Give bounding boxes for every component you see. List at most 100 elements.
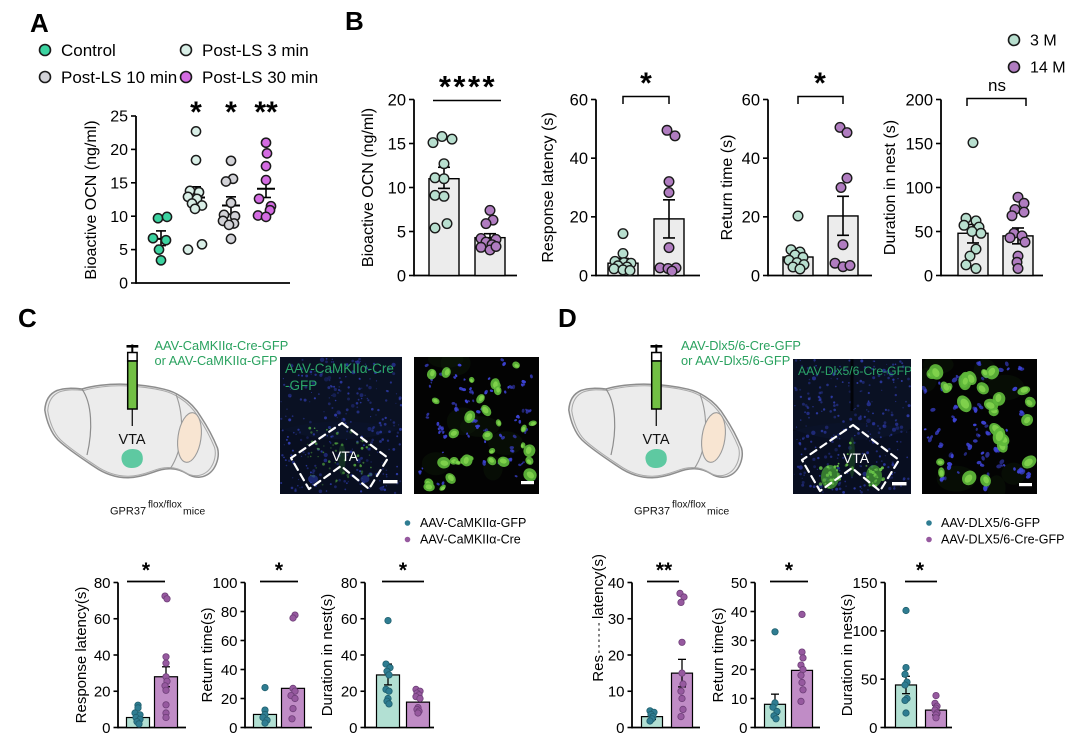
svg-text:Duration in nest(s): Duration in nest(s): [839, 594, 856, 717]
svg-text:*: *: [190, 96, 202, 129]
svg-text:VTA: VTA: [843, 450, 870, 466]
svg-text:AAV-Dlx5/6-Cre-GFP: AAV-Dlx5/6-Cre-GFP: [798, 364, 912, 378]
svg-text:AAV-CaMKIIα-Cre-GFP: AAV-CaMKIIα-Cre-GFP: [155, 338, 289, 353]
svg-text:20: 20: [742, 209, 760, 227]
svg-text:60: 60: [221, 633, 238, 650]
svg-text:20: 20: [388, 91, 406, 109]
svg-text:VTA: VTA: [642, 432, 669, 448]
svg-text:mice: mice: [183, 506, 205, 518]
svg-text:B: B: [345, 6, 364, 36]
svg-text:Control: Control: [61, 41, 116, 60]
svg-text:Duration in nest (s): Duration in nest (s): [882, 120, 899, 255]
svg-text:20: 20: [110, 142, 128, 159]
svg-text:10: 10: [608, 684, 625, 701]
svg-text:0: 0: [739, 720, 747, 737]
svg-text:10: 10: [110, 209, 128, 226]
svg-text:0: 0: [616, 720, 624, 737]
svg-text:30: 30: [608, 611, 625, 628]
svg-text:****: ****: [439, 69, 497, 104]
svg-text:flox/flox: flox/flox: [672, 500, 706, 511]
svg-text:AAV-CaMKIIα-GFP: AAV-CaMKIIα-GFP: [420, 516, 526, 530]
svg-text:0: 0: [869, 720, 877, 737]
svg-text:150: 150: [905, 135, 933, 153]
svg-text:mice: mice: [707, 506, 729, 518]
svg-text:GPR37: GPR37: [110, 506, 146, 518]
svg-text:60: 60: [94, 611, 111, 628]
svg-text:*: *: [785, 559, 794, 582]
svg-text:0: 0: [924, 267, 933, 285]
svg-text:Post-LS 10 min: Post-LS 10 min: [61, 68, 177, 87]
svg-text:20: 20: [731, 662, 748, 679]
svg-text:AAV-DLX5/6-Cre-GFP: AAV-DLX5/6-Cre-GFP: [941, 533, 1064, 547]
svg-text:VTA: VTA: [118, 432, 145, 448]
svg-text:80: 80: [341, 575, 358, 592]
svg-text:40: 40: [341, 647, 358, 664]
svg-text:**: **: [254, 96, 278, 129]
svg-text:40: 40: [731, 604, 748, 621]
svg-text:Duration in nest(s): Duration in nest(s): [319, 594, 336, 717]
svg-text:80: 80: [221, 604, 238, 621]
svg-text:200: 200: [905, 91, 933, 109]
svg-text:*: *: [225, 96, 237, 129]
svg-text:30: 30: [731, 633, 748, 650]
svg-text:20: 20: [341, 684, 358, 701]
svg-text:20: 20: [608, 647, 625, 664]
svg-text:5: 5: [119, 242, 128, 259]
svg-text:Post-LS 3 min: Post-LS 3 min: [202, 41, 309, 60]
svg-text:40: 40: [94, 647, 111, 664]
svg-text:AAV-DLX5/6-GFP: AAV-DLX5/6-GFP: [941, 516, 1040, 530]
svg-text:*: *: [640, 67, 652, 100]
svg-text:0: 0: [751, 267, 760, 285]
svg-text:Res: Res: [590, 655, 607, 682]
svg-text:latency(s): latency(s): [590, 554, 607, 619]
svg-text:0: 0: [397, 267, 406, 285]
svg-text:0: 0: [119, 276, 128, 293]
svg-text:0: 0: [579, 267, 588, 285]
svg-text:40: 40: [570, 150, 588, 168]
svg-text:AAV-Dlx5/6-Cre-GFP: AAV-Dlx5/6-Cre-GFP: [681, 338, 801, 353]
svg-text:ns: ns: [988, 76, 1006, 95]
svg-text:60: 60: [742, 91, 760, 109]
svg-text:*: *: [399, 559, 408, 582]
svg-text:A: A: [30, 8, 49, 38]
svg-text:40: 40: [742, 150, 760, 168]
svg-text:40: 40: [608, 575, 625, 592]
svg-text:-GFP: -GFP: [285, 378, 317, 393]
svg-text:*: *: [814, 67, 826, 100]
svg-text:AAV-CaMKIIα-Cre: AAV-CaMKIIα-Cre: [420, 533, 521, 547]
svg-text:15: 15: [388, 135, 406, 153]
svg-text:100: 100: [212, 575, 237, 592]
svg-text:50: 50: [861, 671, 878, 688]
svg-text:0: 0: [349, 720, 357, 737]
svg-text:20: 20: [94, 684, 111, 701]
svg-text:Return time (s): Return time (s): [719, 135, 736, 241]
svg-text:10: 10: [388, 179, 406, 197]
svg-text:AAV-CaMKIIα-Cre: AAV-CaMKIIα-Cre: [285, 361, 394, 376]
svg-text:Bioactive OCN (ng/ml): Bioactive OCN (ng/ml): [360, 108, 377, 267]
svg-text:Return time(s): Return time(s): [199, 607, 216, 702]
svg-text:100: 100: [852, 623, 877, 640]
svg-text:Post-LS 30 min: Post-LS 30 min: [202, 68, 318, 87]
svg-text:VTA: VTA: [332, 448, 359, 464]
svg-text:Response latency(s): Response latency(s): [73, 587, 90, 724]
svg-text:60: 60: [570, 91, 588, 109]
svg-text:or AAV-CaMKIIα-GFP: or AAV-CaMKIIα-GFP: [155, 353, 278, 368]
svg-text:Response latency (s): Response latency (s): [540, 112, 557, 262]
svg-text:20: 20: [221, 691, 238, 708]
svg-text:Return time(s): Return time(s): [710, 607, 727, 702]
svg-text:10: 10: [731, 691, 748, 708]
svg-text:15: 15: [110, 175, 128, 192]
svg-text:*: *: [916, 559, 925, 582]
svg-text:20: 20: [570, 209, 588, 227]
svg-text:flox/flox: flox/flox: [148, 500, 182, 511]
svg-text:14 M: 14 M: [1030, 60, 1066, 77]
svg-text:80: 80: [94, 575, 111, 592]
svg-text:**: **: [656, 559, 673, 582]
svg-text:Bioactive OCN (ng/ml): Bioactive OCN (ng/ml): [83, 120, 100, 279]
svg-text:0: 0: [102, 720, 110, 737]
svg-text:50: 50: [731, 575, 748, 592]
svg-text:150: 150: [852, 575, 877, 592]
svg-text:25: 25: [110, 109, 128, 126]
svg-text:3 M: 3 M: [1030, 33, 1057, 50]
svg-text:D: D: [558, 303, 577, 333]
